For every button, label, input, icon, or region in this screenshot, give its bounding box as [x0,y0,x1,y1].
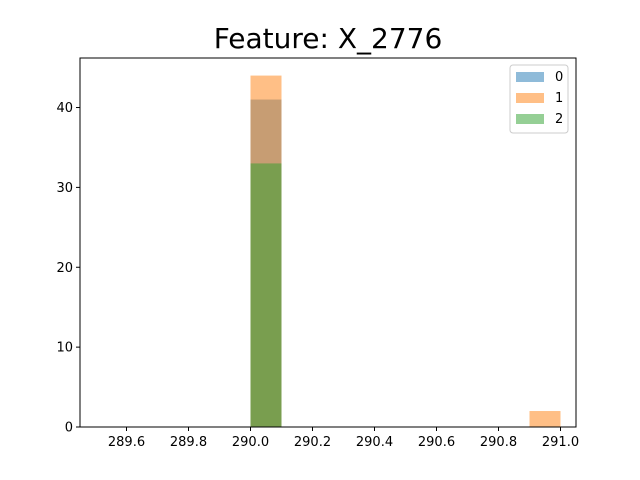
legend-swatch-0 [516,72,544,82]
y-tick-label: 30 [56,181,73,196]
legend-label-1: 1 [555,91,563,106]
bars-layer [250,75,561,428]
x-tick-label: 290.2 [294,435,331,450]
y-tick-label: 40 [56,101,73,116]
legend-label-0: 0 [555,70,563,85]
y-tick-label: 10 [56,341,73,356]
axes-layer: 289.6 289.8 290.0 290.2 290.4 290.6 290.8 291.0… [56,57,579,450]
x-tick-label: 290.4 [356,435,393,450]
y-tick-label: 0 [65,421,73,436]
x-tick-label: 290.8 [480,435,517,450]
y-tick-label: 20 [56,261,73,276]
x-tick-label: 290.0 [232,435,269,450]
x-tick-label: 289.6 [108,435,145,450]
legend-label-2: 2 [555,112,563,127]
legend-swatch-2 [516,114,544,124]
x-tick-label: 289.8 [170,435,207,450]
bar-series-2-bin-0 [250,163,282,427]
bar-series-1-bin-1 [529,411,561,427]
x-tick-label: 291.0 [542,435,579,450]
legend-swatch-1 [516,93,544,103]
chart-title: Feature: X_2776 [214,22,443,55]
legend: 0 1 2 [509,64,569,134]
plot-frame [79,57,577,428]
x-tick-label: 290.6 [418,435,455,450]
